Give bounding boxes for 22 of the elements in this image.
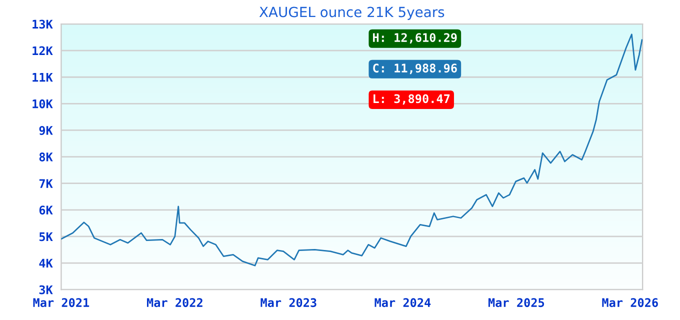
annotation: H: 12,610.29	[373, 33, 457, 44]
y-tick-label: 3K	[39, 285, 53, 294]
y-tick-label: 9K	[39, 126, 53, 135]
x-tick-label: Mar 2024	[374, 298, 431, 308]
y-tick-label: 13K	[32, 20, 53, 29]
y-tick-label: 11K	[32, 73, 53, 82]
y-tick-label: 6K	[39, 206, 53, 215]
x-tick-label: Mar 2022	[146, 298, 202, 308]
y-tick-label: 5K	[39, 232, 53, 242]
x-tick-label: Mar 2023	[260, 298, 316, 308]
y-tick-label: 7K	[39, 179, 53, 188]
chart-title: XAUGEL ounce 21K 5years	[259, 6, 444, 20]
y-tick-label: 4K	[39, 258, 53, 268]
y-tick-label: 10K	[32, 99, 53, 108]
y-tick-label: 12K	[32, 46, 53, 56]
annotation: C: 11,988.96	[373, 64, 457, 74]
x-tick-label: Mar 2025	[488, 298, 544, 308]
annotation: L: 3,890.47	[374, 94, 450, 105]
x-tick-label: Mar 2026	[602, 298, 658, 308]
line-series	[61, 34, 643, 266]
x-tick-label: Mar 2021	[33, 298, 90, 308]
y-tick-label: 8K	[39, 152, 53, 162]
